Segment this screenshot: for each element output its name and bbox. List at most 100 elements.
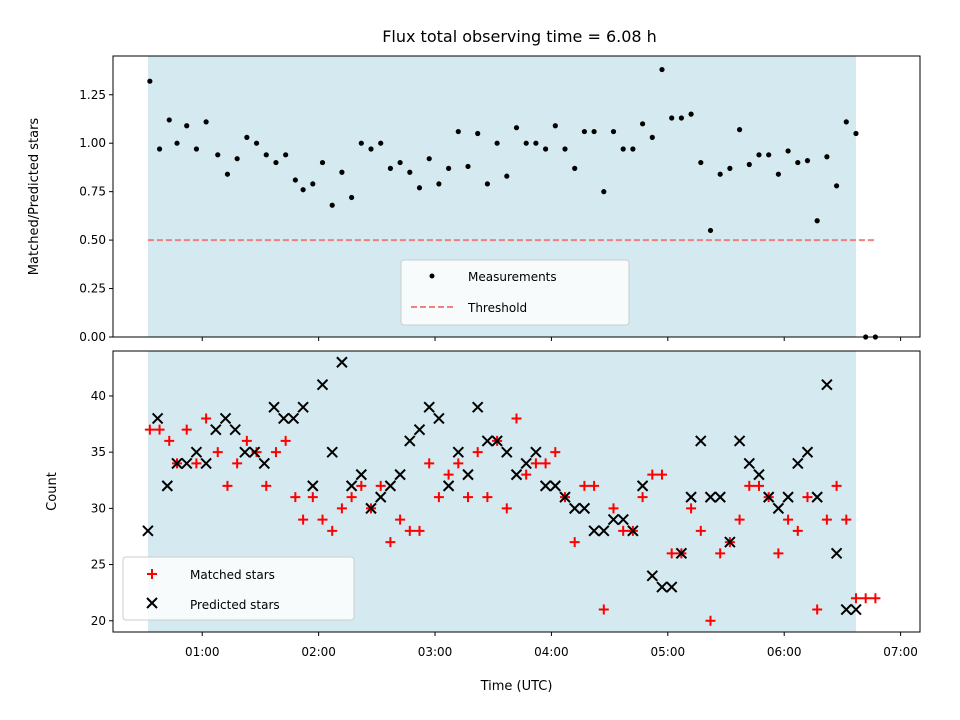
predicted-star-point xyxy=(675,547,688,560)
measurement-point xyxy=(678,115,684,121)
count-x-ticks: 01:00 02:00 03:00 04:00 05:00 06:00 07:00 xyxy=(185,632,918,659)
predicted-star-point xyxy=(326,446,338,458)
matched-star-point xyxy=(705,615,716,626)
predicted-star-point xyxy=(792,457,804,470)
predicted-star-point xyxy=(481,435,494,447)
predicted-star-point xyxy=(598,525,610,537)
matched-star-point xyxy=(831,480,842,491)
predicted-star-point xyxy=(821,379,833,391)
measurement-point xyxy=(436,181,442,187)
matched-star-point xyxy=(589,480,600,491)
predicted-star-point xyxy=(423,401,435,413)
matched-star-point xyxy=(472,447,483,458)
y-tick-label: 1.00 xyxy=(79,136,106,150)
measurement-point xyxy=(263,152,269,158)
count-marks xyxy=(142,356,881,626)
predicted-star-point xyxy=(181,457,193,470)
measurement-point xyxy=(756,152,762,158)
predicted-star-point xyxy=(316,379,329,391)
measurement-point xyxy=(224,171,231,177)
measurement-point xyxy=(283,152,289,158)
legend-matched-symbol xyxy=(147,569,157,579)
matched-star-point xyxy=(290,492,301,503)
matched-star-point xyxy=(530,458,541,469)
measurement-point xyxy=(843,119,849,125)
x-tick-label: 06:00 xyxy=(767,645,802,659)
measurement-point xyxy=(833,183,840,189)
matched-star-point xyxy=(569,537,580,548)
matched-star-point xyxy=(317,514,328,525)
count-y-axis-label: Count xyxy=(45,472,60,511)
predicted-star-point xyxy=(433,412,445,425)
matched-star-point xyxy=(608,503,619,514)
measurement-point xyxy=(601,189,607,195)
measurement-point xyxy=(591,128,597,135)
matched-star-point xyxy=(715,548,726,559)
matched-star-point xyxy=(453,458,464,469)
x-tick-label: 07:00 xyxy=(883,645,918,659)
predicted-star-point xyxy=(685,491,697,503)
measurement-point xyxy=(795,159,801,166)
predicted-star-point xyxy=(607,513,620,526)
ratio-legend-box xyxy=(400,259,630,326)
predicted-star-point xyxy=(568,502,581,515)
chart-title: Flux total observing time = 6.08 h xyxy=(382,27,657,46)
y-tick-label: 1.25 xyxy=(79,88,106,102)
predicted-star-point xyxy=(239,446,251,458)
predicted-star-point xyxy=(772,502,785,515)
legend-threshold-label: Threshold xyxy=(467,301,527,315)
predicted-star-point xyxy=(588,525,600,537)
legend-predicted-marker xyxy=(146,597,158,609)
measurement-point xyxy=(707,227,714,234)
legend-predicted-symbol xyxy=(146,597,158,609)
matched-star-point xyxy=(164,435,175,446)
predicted-star-point xyxy=(336,356,348,368)
predicted-star-point xyxy=(345,480,358,492)
measurement-point xyxy=(339,169,345,175)
matched-star-point xyxy=(404,525,415,536)
predicted-star-point xyxy=(724,536,736,548)
measurement-point xyxy=(785,148,791,154)
predicted-star-point xyxy=(539,480,552,492)
x-tick-label: 02:00 xyxy=(301,645,336,659)
matched-star-point xyxy=(144,424,155,435)
matched-star-point xyxy=(666,548,677,559)
matched-star-point xyxy=(375,480,386,491)
measurement-point xyxy=(717,171,723,177)
measurement-point xyxy=(475,130,481,137)
y-tick-label: 0.25 xyxy=(79,282,106,296)
predicted-star-point xyxy=(510,468,523,481)
matched-star-point xyxy=(414,525,425,536)
measurement-point xyxy=(397,159,403,166)
y-tick-label: 0.50 xyxy=(79,233,106,247)
measurement-point xyxy=(746,161,752,168)
measurement-point xyxy=(446,165,452,171)
matched-star-point xyxy=(424,458,435,469)
predicted-star-point xyxy=(695,435,707,447)
y-tick-label: 0.75 xyxy=(79,185,106,199)
matched-star-point xyxy=(463,492,474,503)
predicted-star-point xyxy=(811,491,823,503)
matched-star-point xyxy=(443,469,454,480)
measurement-point xyxy=(804,158,811,164)
predicted-star-point xyxy=(268,401,280,413)
ratio-y-axis-label: Matched/Predicted stars xyxy=(27,118,42,276)
y-tick-label: 0.00 xyxy=(79,330,106,344)
measurement-point xyxy=(494,140,500,146)
matched-star-point xyxy=(734,514,745,525)
ratio-legend: Measurements Threshold xyxy=(400,259,630,326)
predicted-star-point xyxy=(830,547,843,560)
predicted-star-point xyxy=(200,457,212,470)
predicted-star-point xyxy=(258,457,271,470)
predicted-star-point xyxy=(471,401,484,413)
predicted-star-point xyxy=(578,502,591,515)
matched-star-point xyxy=(511,413,522,424)
legend-matched-label: Matched stars xyxy=(190,568,275,582)
ratio-panel: 0.00 0.25 0.50 0.75 1.00 1.25 Flux total obse… xyxy=(27,27,921,344)
predicted-star-point xyxy=(229,423,241,436)
predicted-star-point xyxy=(404,435,416,447)
measurement-point xyxy=(358,140,364,146)
legend-measurements-marker xyxy=(429,273,435,279)
predicted-star-point xyxy=(714,491,726,503)
matched-star-point xyxy=(385,537,396,548)
